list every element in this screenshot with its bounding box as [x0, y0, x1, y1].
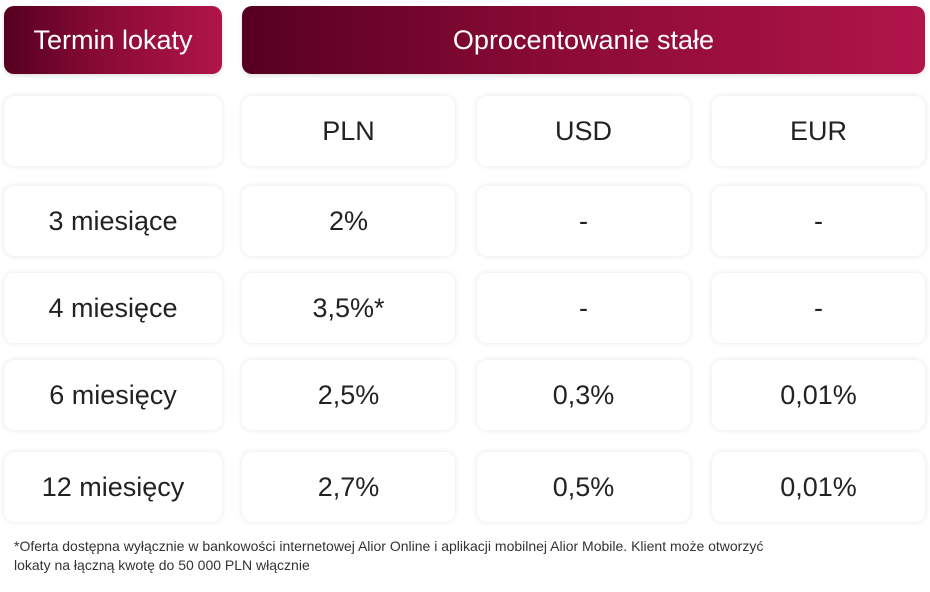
rate-eur: 0,01% — [712, 452, 925, 522]
column-header-eur: EUR — [712, 96, 925, 166]
column-header-pln: PLN — [242, 96, 455, 166]
header-term: Termin lokaty — [4, 6, 222, 74]
header-rate: Oprocentowanie stałe — [242, 6, 925, 74]
rate-usd: - — [477, 273, 690, 343]
rate-usd: - — [477, 186, 690, 256]
rate-usd: 0,5% — [477, 452, 690, 522]
column-header-usd: USD — [477, 96, 690, 166]
rate-eur: 0,01% — [712, 360, 925, 430]
row-term: 12 miesięcy — [4, 452, 222, 522]
footnote: *Oferta dostępna wyłącznie w bankowości … — [14, 537, 914, 575]
column-header-empty — [4, 96, 222, 166]
row-term: 6 miesięcy — [4, 360, 222, 430]
rate-eur: - — [712, 186, 925, 256]
rate-pln: 3,5%* — [242, 273, 455, 343]
rate-pln: 2,5% — [242, 360, 455, 430]
rate-pln: 2% — [242, 186, 455, 256]
rate-eur: - — [712, 273, 925, 343]
header-term-label: Termin lokaty — [33, 24, 193, 55]
row-term: 4 miesięce — [4, 273, 222, 343]
footnote-line-2: lokaty na łączną kwotę do 50 000 PLN włą… — [14, 557, 310, 573]
row-term: 3 miesiące — [4, 186, 222, 256]
rate-usd: 0,3% — [477, 360, 690, 430]
footnote-line-1: *Oferta dostępna wyłącznie w bankowości … — [14, 538, 764, 554]
rate-pln: 2,7% — [242, 452, 455, 522]
header-rate-label: Oprocentowanie stałe — [452, 24, 715, 55]
